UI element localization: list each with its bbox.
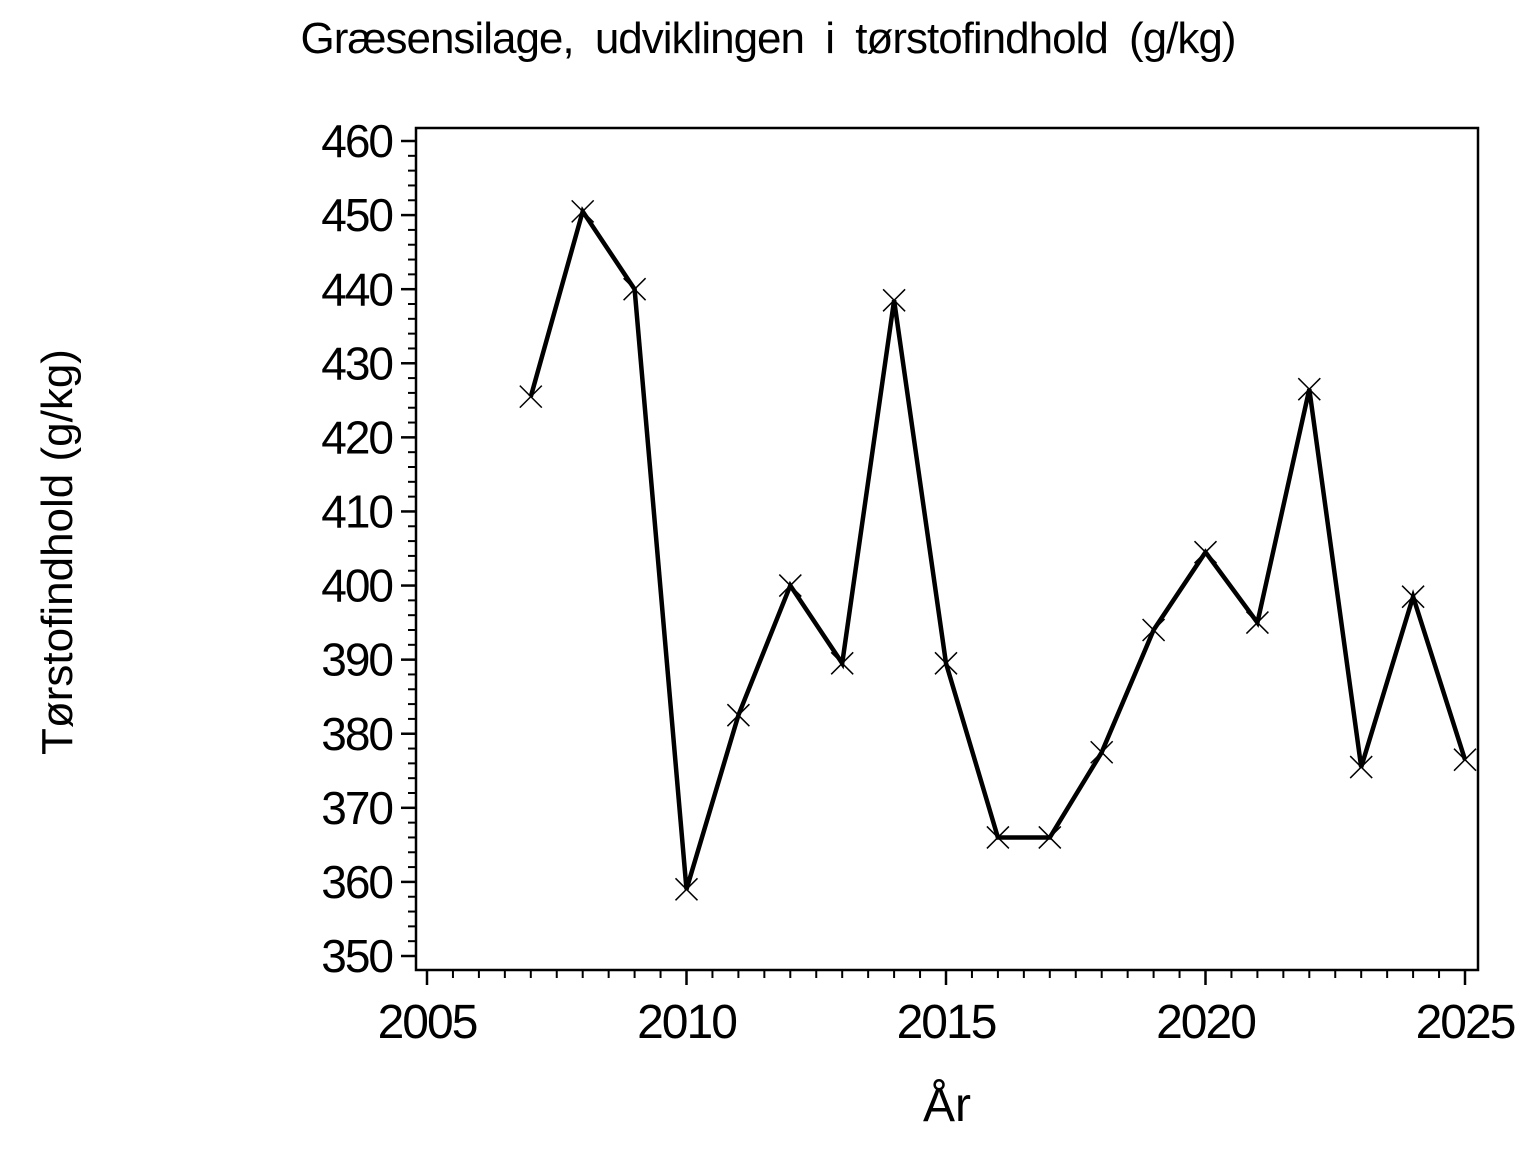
y-tick-label: 430	[321, 337, 392, 389]
y-axis-title: Tørstofindhold (g/kg)	[33, 349, 82, 755]
y-tick-label: 350	[321, 930, 392, 982]
x-tick-label: 2025	[1416, 996, 1515, 1049]
y-tick-label: 450	[321, 189, 392, 241]
y-tick-label: 440	[321, 263, 392, 315]
y-tick-label: 410	[321, 486, 392, 538]
data-point-marker	[934, 651, 958, 675]
data-point-marker	[830, 651, 854, 675]
x-axis-title: År	[923, 1079, 971, 1132]
y-tick-label: 380	[321, 708, 392, 760]
data-point-marker	[882, 288, 906, 312]
x-tick-label: 2005	[378, 996, 477, 1049]
y-tick-label: 420	[321, 411, 392, 463]
x-tick-label: 2010	[637, 996, 736, 1049]
data-point-marker	[778, 574, 802, 598]
x-tick-label: 2015	[897, 996, 996, 1049]
data-point-marker	[1090, 740, 1114, 764]
data-point-marker	[571, 199, 595, 223]
chart-title: Græsensilage, udviklingen i tørstofindho…	[300, 14, 1236, 63]
y-tick-label: 390	[321, 634, 392, 686]
y-tick-label: 400	[321, 560, 392, 612]
data-point-marker	[674, 877, 699, 901]
y-tick-label: 460	[321, 115, 392, 167]
data-point-marker	[1401, 585, 1425, 609]
data-point-marker	[1297, 377, 1321, 401]
x-tick-label: 2020	[1156, 996, 1255, 1049]
y-tick-label: 360	[321, 856, 392, 908]
data-point-marker	[726, 703, 750, 727]
y-tick-label: 370	[321, 782, 392, 834]
data-point-marker	[1245, 611, 1269, 635]
data-point-marker	[986, 825, 1010, 849]
data-point-marker	[1038, 825, 1062, 849]
data-point-marker	[519, 385, 543, 409]
data-point-marker	[1193, 540, 1218, 564]
plot-frame	[414, 126, 1480, 972]
data-point-marker	[623, 277, 647, 301]
data-point-marker	[1142, 618, 1166, 642]
data-point-marker	[1453, 748, 1477, 772]
data-point-marker	[1349, 755, 1373, 779]
